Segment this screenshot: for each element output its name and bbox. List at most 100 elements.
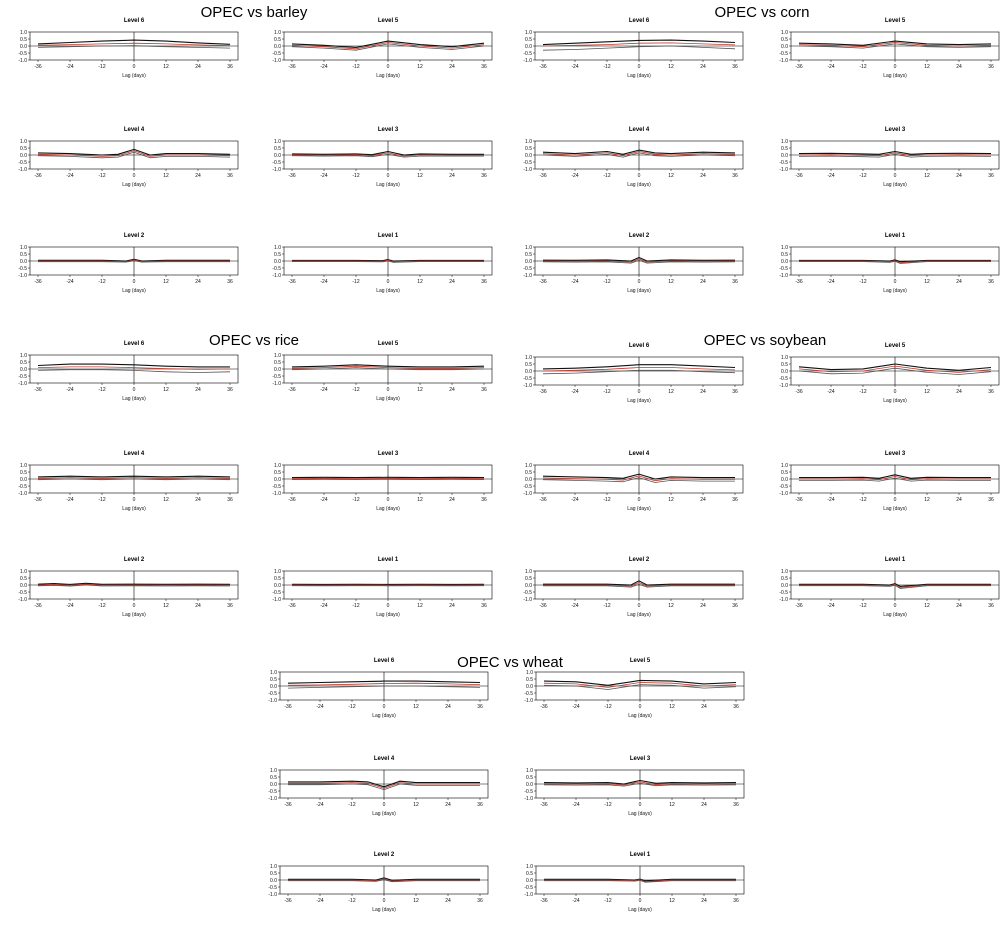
x-tick-label: 36 — [988, 603, 994, 609]
series-line — [543, 583, 735, 588]
y-tick-label: 1.0 — [270, 670, 277, 676]
y-tick-label: 1.0 — [20, 463, 27, 469]
y-tick-label: 0.5 — [20, 252, 27, 258]
y-tick-label: -1.0 — [272, 597, 281, 603]
y-tick-label: -1.0 — [523, 167, 532, 173]
x-axis-label: Lag (days) — [883, 612, 907, 618]
y-tick-label: 0.0 — [526, 878, 533, 884]
x-tick-label: 12 — [924, 389, 930, 395]
line-chart-panel: Level 1 1.00.50.0-0.5-1.0 -36 -24 -12 0 12 24 36… — [272, 557, 493, 618]
panel-title: Level 5 — [885, 343, 906, 349]
x-tick-label: 0 — [638, 389, 641, 395]
x-tick-label: 0 — [133, 173, 136, 179]
x-tick-label: 0 — [133, 64, 136, 70]
panel-title: Level 3 — [630, 756, 651, 762]
x-tick-label: -12 — [98, 603, 105, 609]
series-line — [799, 584, 991, 588]
x-tick-label: -36 — [539, 173, 546, 179]
line-chart-panel: Level 1 1.00.50.0-0.5-1.0 -36 -24 -12 0 12 24 36… — [524, 852, 745, 913]
series-line — [543, 582, 735, 587]
y-tick-label: -1.0 — [779, 58, 788, 64]
panel-title: Level 3 — [885, 127, 906, 133]
x-tick-label: 12 — [668, 173, 674, 179]
y-tick-label: -1.0 — [268, 698, 277, 704]
y-tick-label: 0.0 — [20, 44, 27, 50]
y-tick-label: 0.5 — [525, 37, 532, 43]
line-chart-panel: Level 4 1.00.50.0-0.5-1.0 -36 -24 -12 0 12 24 36… — [18, 451, 239, 512]
line-chart-panel: Level 6 1.00.50.0-0.5-1.0 -36 -24 -12 0 12 24 36… — [523, 343, 744, 404]
x-tick-label: 0 — [638, 173, 641, 179]
x-tick-label: 12 — [163, 603, 169, 609]
series-line — [292, 259, 484, 263]
x-tick-label: 36 — [481, 173, 487, 179]
x-tick-label: 36 — [732, 64, 738, 70]
x-tick-label: 36 — [733, 898, 739, 904]
x-tick-label: 36 — [481, 387, 487, 393]
y-tick-label: -1.0 — [18, 381, 27, 387]
series-line — [542, 477, 735, 483]
x-tick-label: 36 — [733, 802, 739, 808]
series-line — [37, 583, 231, 586]
y-tick-label: -0.5 — [18, 160, 27, 166]
y-tick-label: -1.0 — [779, 383, 788, 389]
y-tick-label: 0.0 — [274, 44, 281, 50]
y-tick-label: 1.0 — [20, 139, 27, 145]
series-line — [291, 40, 485, 48]
y-tick-label: -0.5 — [18, 266, 27, 272]
y-tick-label: 0.5 — [274, 37, 281, 43]
x-tick-label: 36 — [988, 64, 994, 70]
x-tick-label: 36 — [481, 64, 487, 70]
y-tick-label: -1.0 — [524, 892, 533, 898]
y-tick-label: 1.0 — [781, 355, 788, 361]
series-line — [37, 366, 231, 370]
y-tick-label: 0.5 — [781, 362, 788, 368]
y-tick-label: -0.5 — [268, 691, 277, 697]
x-axis-label: Lag (days) — [883, 506, 907, 512]
panel-title: Level 3 — [378, 451, 399, 457]
x-tick-label: -36 — [540, 704, 547, 710]
y-tick-label: -0.5 — [524, 789, 533, 795]
series-line — [37, 369, 231, 373]
series-line — [544, 879, 736, 883]
x-tick-label: -24 — [320, 497, 327, 503]
x-axis-label: Lag (days) — [376, 73, 400, 79]
series-line — [543, 580, 735, 586]
series-line — [288, 783, 480, 790]
series-line — [542, 256, 736, 262]
x-tick-label: -12 — [603, 64, 610, 70]
x-tick-label: 36 — [477, 802, 483, 808]
series-line — [37, 584, 231, 587]
x-tick-label: 24 — [700, 389, 706, 395]
x-tick-label: 0 — [639, 802, 642, 808]
x-tick-label: 36 — [477, 898, 483, 904]
x-tick-label: -36 — [34, 497, 41, 503]
x-tick-label: 24 — [956, 173, 962, 179]
series-line — [38, 258, 230, 262]
series-line — [544, 878, 736, 882]
series-line — [798, 150, 992, 155]
x-tick-label: -36 — [539, 497, 546, 503]
y-tick-label: 1.0 — [20, 353, 27, 359]
x-tick-label: -36 — [288, 603, 295, 609]
x-tick-label: 24 — [195, 64, 201, 70]
line-chart-panel: Level 4 1.00.50.0-0.5-1.0 -36 -24 -12 0 12 24 36… — [268, 756, 489, 817]
line-chart-panel: Level 5 1.00.50.0-0.5-1.0 -36 -24 -12 0 12 24 36… — [272, 341, 493, 402]
series-line — [542, 42, 736, 47]
x-axis-label: Lag (days) — [627, 182, 651, 188]
x-tick-label: 24 — [701, 898, 707, 904]
series-line — [37, 148, 231, 156]
y-tick-label: 0.5 — [270, 775, 277, 781]
y-tick-label: -0.5 — [779, 266, 788, 272]
series-line — [292, 259, 484, 262]
y-tick-label: 1.0 — [270, 768, 277, 774]
x-tick-label: -12 — [352, 603, 359, 609]
x-tick-label: -24 — [316, 704, 323, 710]
y-tick-label: 1.0 — [781, 139, 788, 145]
x-axis-label: Lag (days) — [376, 396, 400, 402]
x-tick-label: 36 — [988, 173, 994, 179]
series-line — [542, 151, 736, 157]
x-tick-label: -12 — [98, 279, 105, 285]
x-tick-label: -24 — [320, 173, 327, 179]
x-tick-label: -36 — [795, 497, 802, 503]
